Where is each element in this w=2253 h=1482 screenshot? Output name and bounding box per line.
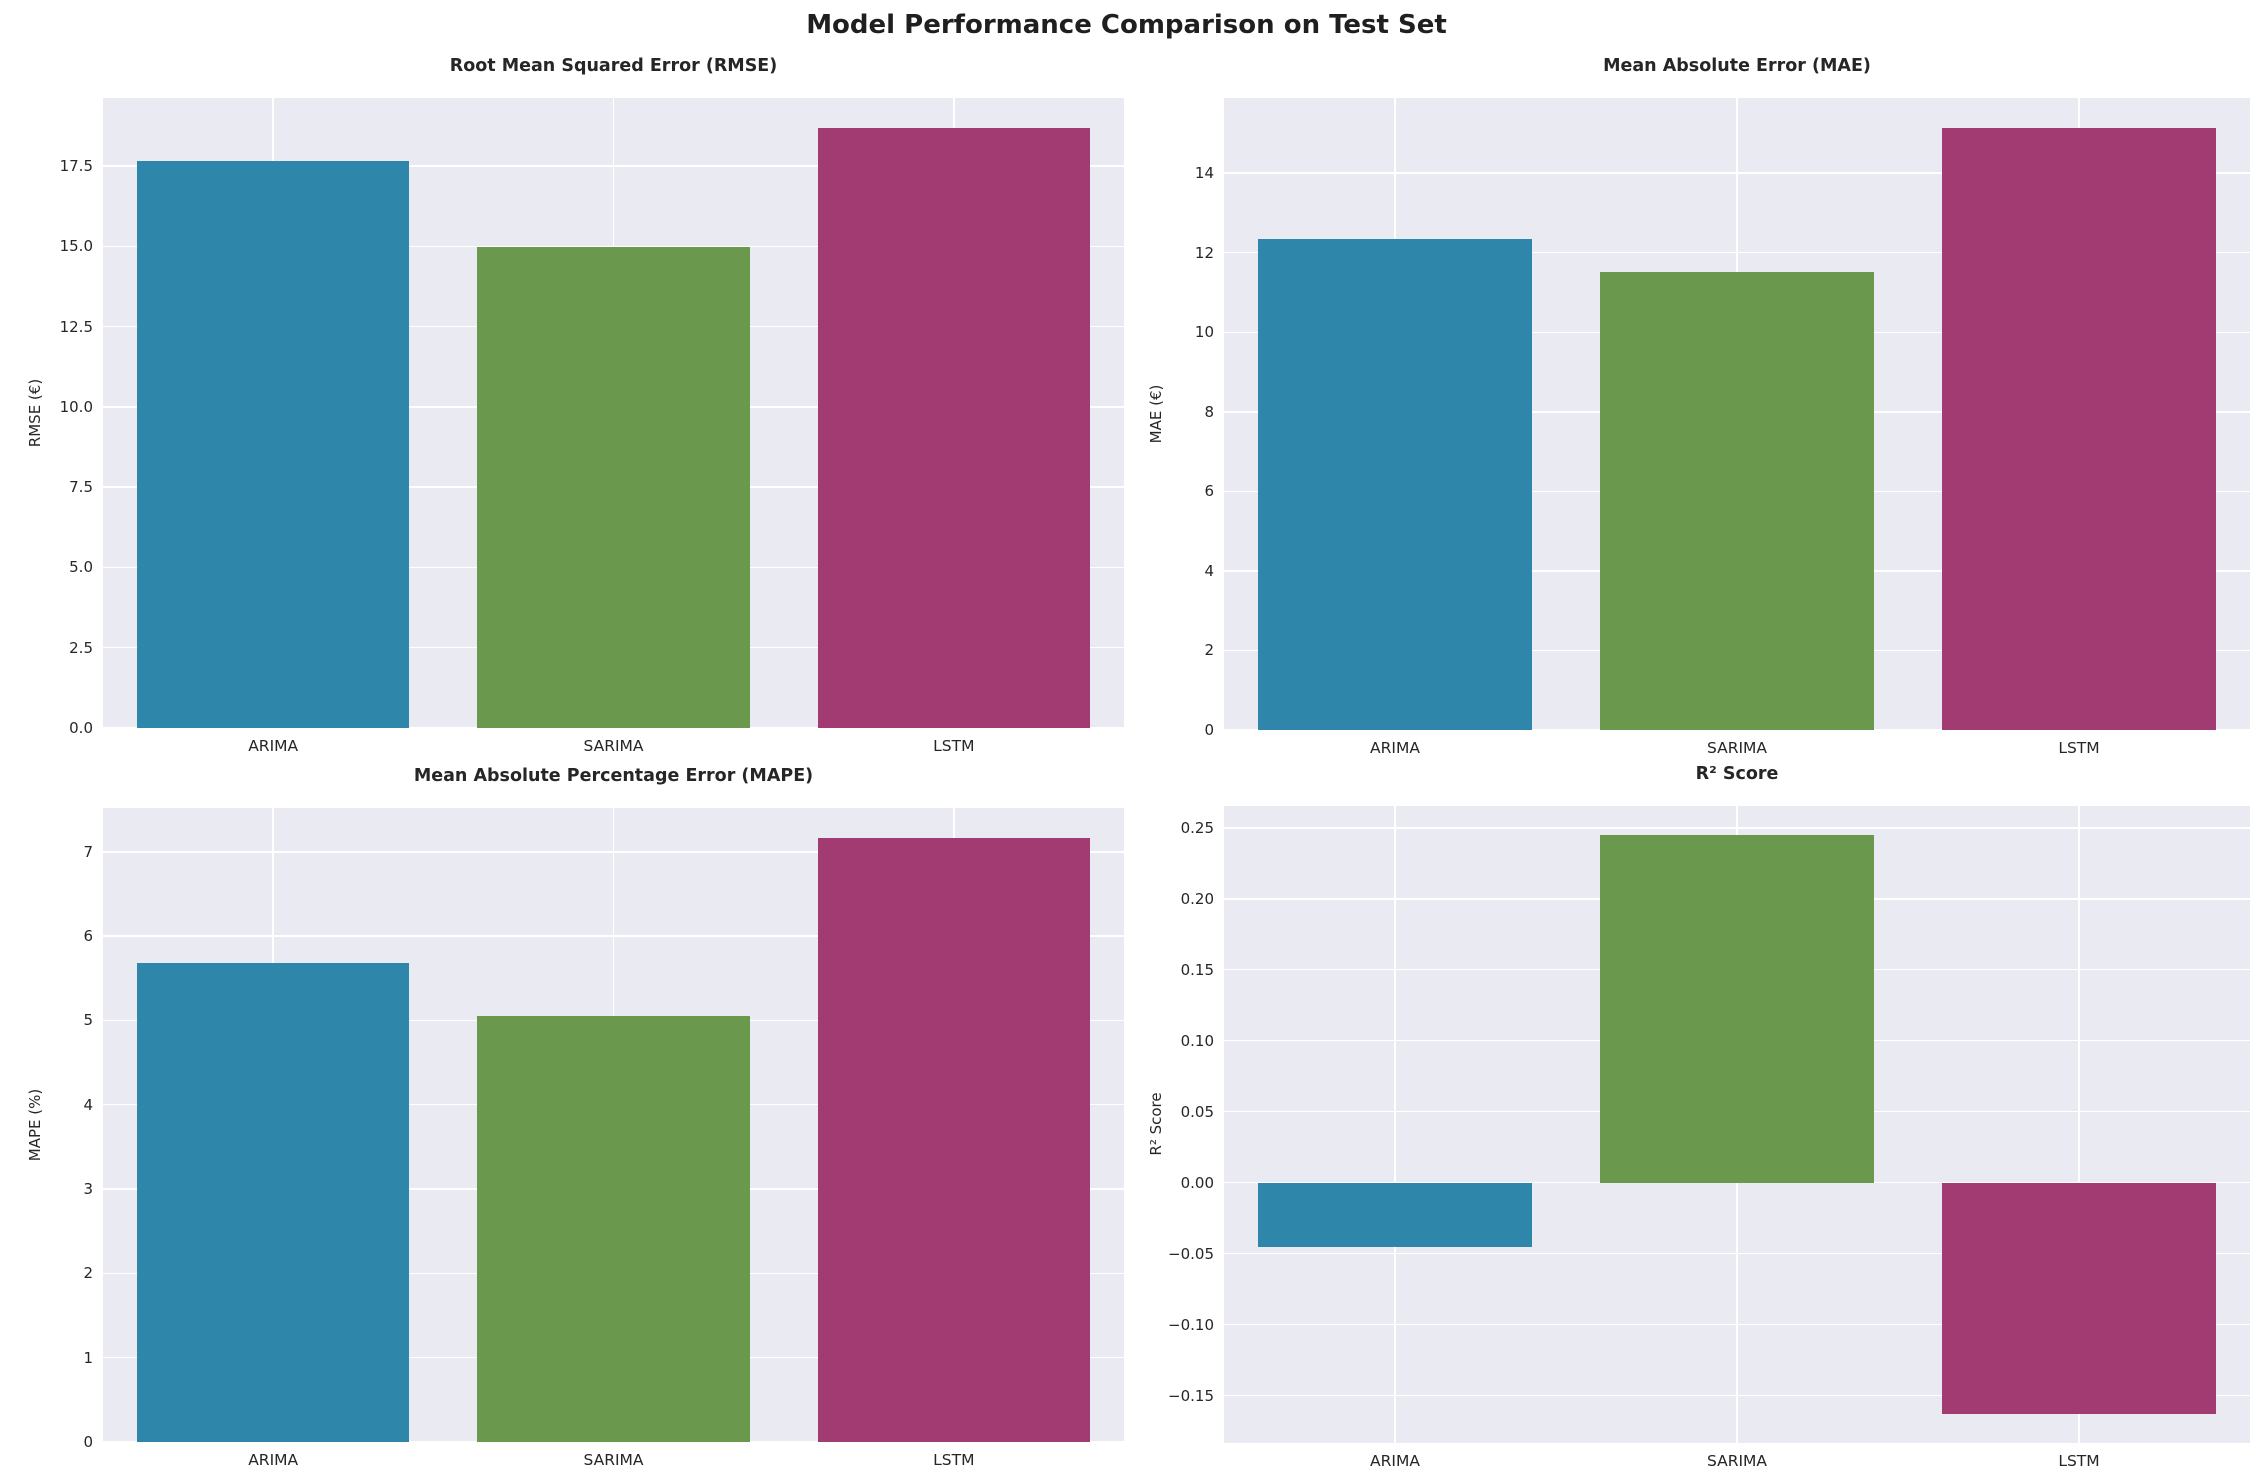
x-gridline (1394, 806, 1396, 1443)
y-tick-label: 5 (83, 1011, 93, 1030)
bar-lstm (817, 838, 1090, 1442)
y-tick-label: 6 (83, 927, 93, 946)
y-tick-label: 0.0 (69, 719, 93, 737)
y-tick-label: −0.05 (1168, 1244, 1214, 1263)
x-tick-label: SARIMA (583, 737, 644, 755)
bar-sarima (477, 1016, 750, 1442)
y-tick-label: 14 (1194, 164, 1214, 183)
y-tick-label: 1 (83, 1348, 93, 1367)
y-tick-label: 12.5 (59, 317, 93, 336)
x-tick-label: ARIMA (1370, 739, 1420, 757)
y-tick-label: 2 (1204, 641, 1214, 660)
y-gridline (1224, 827, 2250, 829)
y-tick-label: 8 (1204, 402, 1214, 421)
y-gridline (1224, 1394, 2250, 1397)
y-gridline (103, 935, 1124, 937)
y-gridline (103, 851, 1124, 853)
y-tick-label: −0.10 (1168, 1315, 1214, 1334)
y-tick-label: 0.15 (1180, 960, 1214, 979)
y-tick-label: 7 (83, 842, 93, 861)
x-tick-label: SARIMA (1706, 739, 1768, 757)
plot-title-r2: R² Score (1695, 764, 1779, 784)
bar-lstm (1942, 128, 2216, 730)
y-gridline (1224, 1323, 2250, 1326)
bar-arima (1258, 1182, 1532, 1247)
y-tick-label: 2.5 (69, 638, 93, 657)
x-tick-label: SARIMA (583, 1451, 644, 1469)
y-tick-label: 0 (1204, 721, 1214, 739)
y-tick-label: 10.0 (59, 397, 93, 416)
y-tick-label: 6 (1204, 482, 1214, 501)
x-gridline (2078, 806, 2080, 1443)
y-tick-label: 4 (1204, 561, 1214, 580)
y-tick-label: 3 (83, 1180, 93, 1199)
y-tick-label: 2 (83, 1264, 93, 1283)
y-gridline (1224, 1252, 2250, 1255)
plot-title-mape: Mean Absolute Percentage Error (MAPE) (413, 766, 814, 786)
bar-lstm (1942, 1182, 2216, 1415)
bar-arima (137, 963, 410, 1442)
y-tick-label: 0.10 (1180, 1031, 1214, 1050)
bar-sarima (1600, 834, 1874, 1183)
y-tick-label: 5.0 (69, 558, 93, 577)
y-gridline (103, 165, 1124, 167)
y-tick-label: 0.20 (1180, 889, 1214, 908)
y-tick-label: 0.05 (1180, 1102, 1214, 1121)
bar-lstm (817, 127, 1090, 728)
bar-arima (1258, 238, 1532, 730)
figure-suptitle: Model Performance Comparison on Test Set (806, 10, 1447, 40)
bar-arima (137, 161, 410, 728)
y-gridline (103, 245, 1124, 248)
y-tick-label: 7.5 (69, 478, 93, 497)
x-tick-label: ARIMA (248, 1451, 299, 1469)
plot-area-mae (1224, 98, 2250, 730)
y-tick-label: 15.0 (59, 237, 93, 256)
y-tick-label: 0.25 (1180, 818, 1214, 837)
y-tick-label: 0.00 (1180, 1173, 1214, 1192)
y-tick-label: −0.15 (1168, 1386, 1214, 1405)
x-tick-label: SARIMA (1706, 1452, 1768, 1470)
y-gridline (1224, 172, 2250, 174)
x-tick-label: LSTM (2058, 739, 2100, 757)
y-tick-label: 17.5 (59, 157, 93, 176)
plot-title-rmse: Root Mean Squared Error (RMSE) (449, 56, 778, 76)
x-tick-label: LSTM (933, 737, 975, 755)
y-gridline (1224, 252, 2250, 254)
x-tick-label: ARIMA (248, 737, 299, 755)
bar-sarima (1600, 272, 1874, 730)
y-tick-label: 10 (1194, 323, 1214, 342)
x-tick-label: LSTM (2058, 1452, 2100, 1470)
plot-title-mae: Mean Absolute Error (MAE) (1603, 56, 1871, 76)
y-tick-label: 4 (83, 1095, 93, 1114)
y-tick-label: 12 (1194, 243, 1214, 262)
plot-area-rmse (103, 98, 1124, 728)
bar-sarima (477, 247, 750, 728)
y-tick-label: 0 (83, 1433, 93, 1451)
plot-area-r2 (1224, 806, 2250, 1443)
plot-area-mape (103, 808, 1124, 1442)
x-tick-label: LSTM (933, 1451, 975, 1469)
x-tick-label: ARIMA (1370, 1452, 1420, 1470)
